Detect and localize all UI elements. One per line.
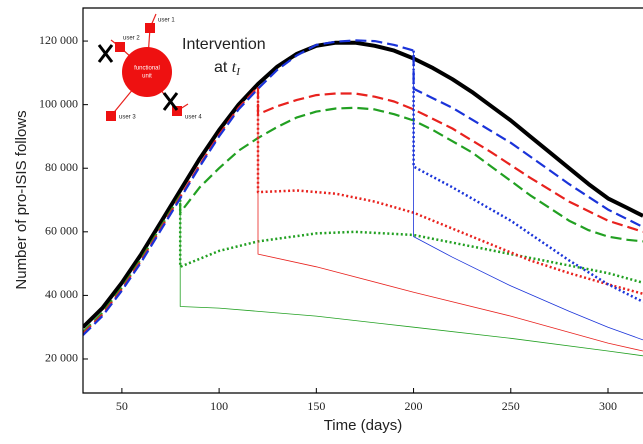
user-label: user 4 (185, 115, 202, 121)
plot-lines (83, 39, 643, 357)
annotation: I (235, 66, 241, 78)
axes-frame (82, 7, 643, 394)
x-tick-label: 100 (210, 399, 228, 413)
x-tick-label: 150 (307, 399, 325, 413)
user-node (172, 106, 182, 116)
annotation: Intervention (182, 36, 266, 53)
series-line (83, 40, 643, 329)
y-tick-label: 80 000 (45, 160, 78, 174)
y-tick-label: 40 000 (45, 287, 78, 301)
annotation: t (232, 59, 237, 76)
user-node (115, 42, 125, 52)
x-tick-label: 300 (599, 399, 617, 413)
annotation: at tI (214, 59, 241, 78)
series-line (412, 50, 643, 303)
user-node (145, 23, 155, 33)
removed-mark (97, 44, 179, 111)
annotation: at (214, 59, 228, 76)
y-tick-label: 100 000 (39, 96, 78, 110)
series-line (256, 87, 643, 296)
functional-unit (122, 47, 172, 97)
series-line (83, 106, 643, 333)
user-node (106, 111, 116, 121)
user-label: user 3 (119, 115, 136, 121)
x-tick-label: 250 (502, 399, 520, 413)
user-label: user 1 (158, 18, 175, 24)
series-line (257, 87, 643, 352)
user-label: user 2 (123, 36, 140, 42)
x-tick-label: 200 (405, 399, 423, 413)
unit-label: unit (142, 74, 152, 80)
y-tick-label: 120 000 (39, 33, 78, 47)
y-tick-label: 20 000 (45, 351, 78, 365)
y-tick-label: 60 000 (45, 224, 78, 238)
ticks: 50 100 150 200 250 300 20 000 40 000 60 000 80 00… (39, 33, 617, 413)
x-axis-label: Time (days) (324, 417, 403, 434)
series-line (413, 50, 643, 341)
unit-label: functional (134, 66, 160, 72)
series-line (178, 195, 643, 284)
series-line (83, 39, 643, 336)
inset-diagram: user 1 user 2 user 3 user 4 functional u… (97, 13, 266, 121)
y-axis-label: Number of pro-ISIS follows (13, 110, 30, 289)
series-line (179, 195, 643, 357)
x-tick-label: 50 (116, 399, 128, 413)
